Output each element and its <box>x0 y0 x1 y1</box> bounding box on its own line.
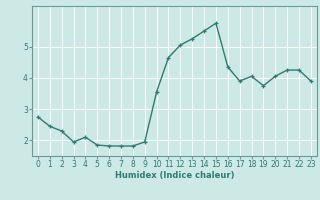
X-axis label: Humidex (Indice chaleur): Humidex (Indice chaleur) <box>115 171 234 180</box>
